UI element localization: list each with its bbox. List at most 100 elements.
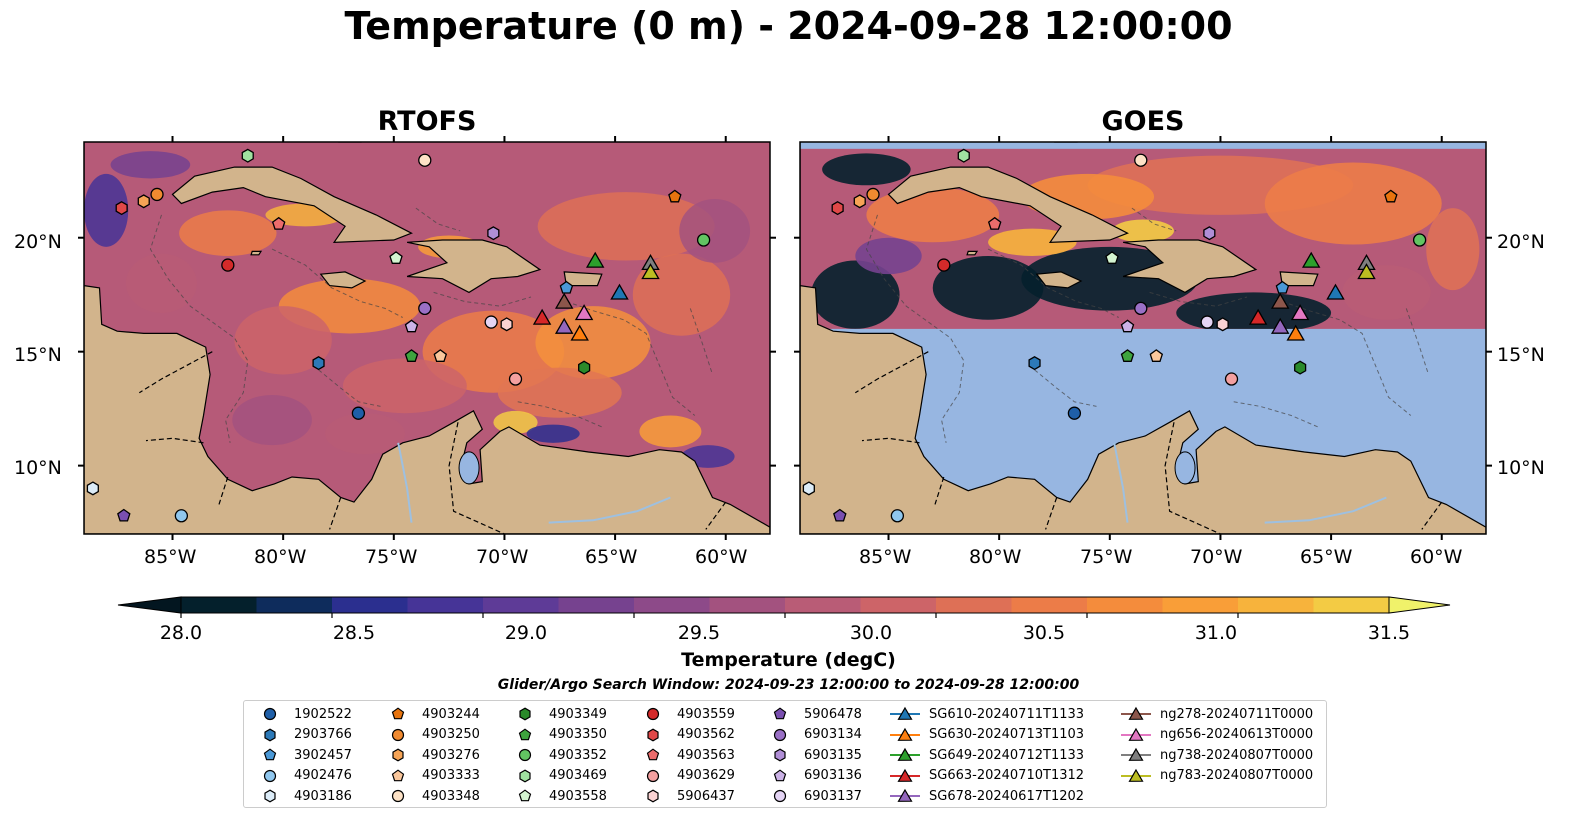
country-border	[1045, 497, 1058, 530]
marker-4903469	[957, 148, 970, 163]
legend-symbol	[264, 728, 276, 741]
legend-label: 1902522	[294, 706, 352, 722]
sst-patch	[342, 358, 467, 414]
colorbar-bin	[1011, 597, 1088, 613]
lake-maracaibo	[458, 451, 480, 485]
legend-marker-circle-icon	[773, 789, 787, 803]
sst-patch	[493, 410, 538, 434]
marker-ng783-20240807T0000	[1357, 263, 1376, 280]
legend-item: 4903250	[380, 726, 480, 744]
lat-label-10n-right: 10°N	[1497, 457, 1545, 479]
legend-label: ng278-20240711T0000	[1160, 706, 1314, 722]
lon-label-70w-right: 70°W	[1190, 546, 1243, 568]
legend-marker-circle-icon	[263, 707, 277, 721]
lon-label-85w-left: 85°W	[144, 546, 197, 568]
sst-patch	[932, 255, 1044, 320]
legend-symbol	[646, 769, 660, 782]
map-frame	[799, 141, 1487, 535]
depth-contour	[517, 401, 602, 428]
country-border	[705, 501, 727, 530]
marker-5906437	[1216, 317, 1229, 332]
land-hispaniola	[1122, 239, 1258, 294]
legend-marker-circle-icon	[391, 728, 405, 741]
legend-marker-hexagon-icon	[264, 789, 276, 803]
legend-item: 4903349	[507, 705, 607, 723]
legend-symbol	[518, 789, 532, 802]
legend-label: 4903558	[549, 788, 607, 804]
legend-symbol	[897, 727, 913, 741]
legend-label: 4903629	[677, 768, 735, 783]
marker-4903559	[937, 258, 951, 272]
colorbar-bin	[181, 597, 257, 613]
legend-item: 6903137	[762, 787, 862, 805]
legend-label: 2903766	[294, 727, 352, 742]
marker-4903558	[389, 251, 403, 264]
legend-item: 4902476	[252, 767, 352, 785]
land-cuba	[171, 166, 413, 243]
legend-item: 5906437	[635, 787, 735, 805]
colorbar-over-arrow	[1388, 596, 1451, 614]
legend-marker-circle-icon	[518, 748, 532, 762]
legend-marker-triangle-icon	[890, 788, 920, 802]
sst-patch	[232, 394, 312, 446]
lon-label-65w-right: 65°W	[1300, 546, 1353, 568]
legend-symbol	[263, 707, 277, 721]
colorbar-tick-29.0: 29.0	[504, 622, 548, 644]
legend-label: ng738-20240807T0000	[1160, 747, 1314, 763]
legend-item: 4903186	[252, 787, 352, 805]
legend-label: 6903137	[804, 788, 862, 804]
goes-map	[794, 136, 1492, 540]
legend-marker-pentagon-icon	[518, 789, 532, 802]
sst-patch	[1342, 265, 1431, 320]
rtofs-markers	[86, 148, 711, 523]
country-border	[448, 422, 505, 534]
legend-marker-triangle-icon	[1121, 706, 1151, 720]
lon-label-80w-left: 80°W	[254, 546, 307, 568]
marker-5906478	[117, 508, 131, 522]
marker-ng783-20240807T0000	[641, 263, 660, 280]
legend-item: SG610-20240711T1133	[889, 705, 1084, 723]
river	[1113, 442, 1129, 523]
lon-label-80w-right: 80°W	[969, 546, 1022, 568]
marker-6903137	[484, 315, 498, 329]
legend-label: 4903350	[549, 727, 607, 742]
marker-4903350	[404, 349, 419, 362]
legend-marker-hexagon-icon	[519, 769, 531, 782]
colorbar-tick-28.5: 28.5	[332, 622, 376, 644]
legend-item: ng656-20240613T0000	[1120, 726, 1313, 744]
depth-contour	[415, 207, 461, 232]
legend-item: 1902522	[252, 705, 352, 723]
legend-symbol	[391, 728, 405, 741]
marker-4903562	[831, 201, 844, 216]
marker-6903135	[487, 226, 500, 241]
legend-item: SG630-20240713T1103	[889, 726, 1084, 744]
marker-4903186	[802, 481, 815, 496]
legend-label: 4902476	[294, 768, 352, 783]
sst-patch	[179, 210, 277, 256]
sst-patch	[497, 367, 622, 418]
legend-symbol	[773, 789, 787, 803]
legend-symbol	[391, 789, 405, 803]
legend-item: 6903136	[762, 767, 862, 785]
legend-label: 4903349	[549, 706, 607, 722]
legend-marker-circle-icon	[263, 769, 277, 782]
marker-6903134	[418, 301, 432, 316]
colorbar-tick-28.0: 28.0	[159, 622, 203, 644]
legend-item: SG649-20240712T1133	[889, 746, 1084, 764]
legend-symbol	[264, 789, 276, 803]
legend-label: 4903250	[422, 727, 480, 742]
land-central	[84, 142, 770, 534]
marker-4903350	[1120, 349, 1135, 362]
marker-4903563	[987, 216, 1002, 230]
colorbar-tick-30.5: 30.5	[1022, 622, 1066, 644]
map-frame	[83, 141, 771, 535]
legend-item: 4903276	[380, 746, 480, 764]
river	[1264, 496, 1387, 524]
legend-marker-hexagon-icon	[264, 728, 276, 741]
depth-contour	[1233, 401, 1318, 428]
legend-item: 6903134	[762, 726, 862, 744]
legend-marker-hexagon-icon	[647, 728, 659, 741]
sst-patch	[1264, 162, 1442, 245]
marker-ng656-20240613T0000	[574, 304, 594, 321]
